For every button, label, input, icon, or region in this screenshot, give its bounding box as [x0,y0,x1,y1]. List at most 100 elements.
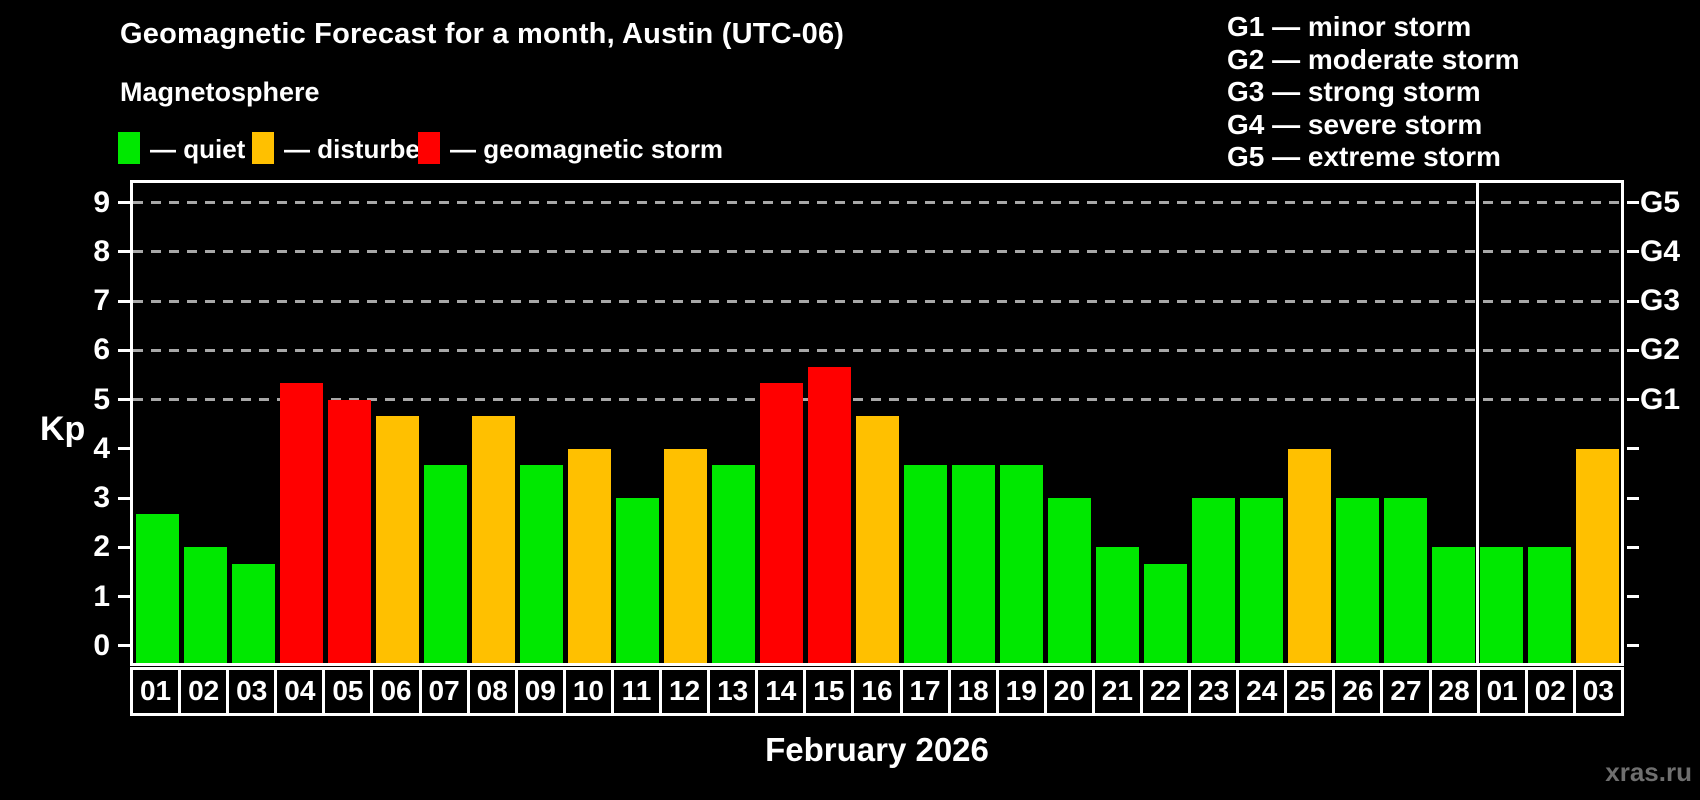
kp-bar-11-day-11 [615,498,659,663]
kp-bar-6-day-06 [375,415,419,663]
gridline-g1 [133,398,1621,402]
g4-legend-line: G4 — severe storm [1227,108,1483,140]
kp-bar-4-day-04 [279,383,323,663]
storm-legend-label: — geomagnetic storm [450,134,724,164]
gridline-g3 [133,299,1621,303]
day-label: 16 [851,667,903,716]
chart-title: Geomagnetic Forecast for a month, Austin… [120,18,845,50]
left-tick-kp-5 [118,398,130,402]
y-axis-label-4: 4 [93,431,110,465]
right-axis-label-g2: G2 [1640,333,1681,367]
right-tick-kp-6 [1627,348,1639,352]
kp-bar-1-day-01 [135,514,179,663]
kp-bar-30-day-02 [1527,547,1571,663]
kp-bar-17-day-17 [903,465,947,663]
day-label: 17 [899,667,951,716]
kp-bar-19-day-19 [999,465,1043,663]
g2-legend-line: G2 — moderate storm [1227,43,1520,75]
day-label: 02 [178,667,230,716]
kp-bar-5-day-05 [327,399,371,663]
y-axis-label-2: 2 [93,530,110,564]
day-label: 13 [707,667,759,716]
right-tick-kp-2 [1627,545,1639,549]
kp-bar-22-day-22 [1143,563,1187,663]
right-tick-kp-0 [1627,644,1639,648]
y-axis-label-5: 5 [93,382,110,416]
x-axis-title: February 2026 [765,731,989,768]
kp-bar-7-day-07 [423,465,467,663]
day-label: 07 [418,667,470,716]
g5-legend-line: G5 — extreme storm [1227,141,1501,172]
day-label: 01 [130,667,182,716]
kp-bar-31-day-03 [1575,448,1619,663]
day-label: 22 [1139,667,1192,716]
day-label: 03 [226,667,278,716]
kp-bar-3-day-03 [231,563,275,663]
y-axis-label-3: 3 [93,481,110,515]
left-tick-kp-1 [118,595,130,599]
day-label: 06 [370,667,422,716]
right-axis-label-g3: G3 [1640,284,1681,318]
kp-bar-8-day-08 [471,415,515,663]
day-label: 12 [659,667,711,716]
day-label: 20 [1043,667,1095,716]
plot-area [130,180,1624,666]
xras-watermark: xras.ru [1605,757,1692,787]
right-tick-kp-3 [1627,496,1639,500]
left-tick-kp-8 [118,250,130,254]
kp-bar-27-day-27 [1383,498,1427,663]
kp-bar-14-day-14 [759,383,803,663]
right-axis-label-g1: G1 [1640,382,1681,416]
day-label-row: 01 02 03 04 05 06 07 08 09 10 11 12 13 14 15 16 17 18 19 20… [130,667,1624,716]
month-separator-line [1475,183,1479,663]
day-label: 19 [995,667,1047,716]
magnetosphere-heading: Magnetosphere [120,77,320,107]
kp-bar-20-day-20 [1047,498,1091,663]
day-label: 04 [274,667,326,716]
day-label: 25 [1284,667,1336,716]
kp-bar-18-day-18 [951,465,995,663]
y-axis-label-1: 1 [93,579,110,613]
left-tick-kp-0 [118,644,130,648]
kp-bar-9-day-09 [519,465,563,663]
day-label: 08 [466,667,518,716]
quiet-color-swatch [118,132,140,164]
right-tick-kp-7 [1627,299,1639,303]
left-tick-kp-7 [118,299,130,303]
left-tick-kp-2 [118,545,130,549]
kp-bar-24-day-24 [1239,498,1283,663]
g-scale-legend: G1 — minor storm G2 — moderate storm G3 … [1227,11,1520,174]
kp-bar-2-day-02 [183,547,227,663]
left-tick-kp-9 [118,201,130,205]
day-label: 10 [562,667,614,716]
gridline-g4 [133,250,1621,254]
quiet-legend-label: — quiet [150,134,246,164]
kp-bar-12-day-12 [663,448,707,663]
disturbed-legend-label: — disturbed [284,134,436,164]
day-label: 09 [514,667,566,716]
day-label: 05 [322,667,374,716]
day-label: 27 [1380,667,1432,716]
right-tick-kp-5 [1627,398,1639,402]
right-axis-label-g4: G4 [1640,234,1681,268]
day-label: 11 [610,667,663,716]
kp-bar-23-day-23 [1191,498,1235,663]
kp-bar-26-day-26 [1335,498,1379,663]
kp-bar-16-day-16 [855,415,899,663]
right-axis-label-g5: G5 [1640,185,1681,219]
kp-bar-15-day-15 [807,366,851,663]
left-tick-kp-6 [118,348,130,352]
gridline-g2 [133,348,1621,352]
day-label: 23 [1188,667,1240,716]
kp-bar-29-day-01 [1479,547,1523,663]
day-label: 18 [947,667,999,716]
y-axis-label-9: 9 [93,185,110,219]
right-tick-kp-4 [1627,447,1639,451]
day-label: 02 [1524,667,1576,716]
day-label: 21 [1091,667,1143,716]
disturbed-color-swatch [252,132,274,164]
left-tick-kp-3 [118,496,130,500]
g3-legend-line: G3 — strong storm [1227,76,1481,107]
storm-color-swatch [418,132,440,164]
